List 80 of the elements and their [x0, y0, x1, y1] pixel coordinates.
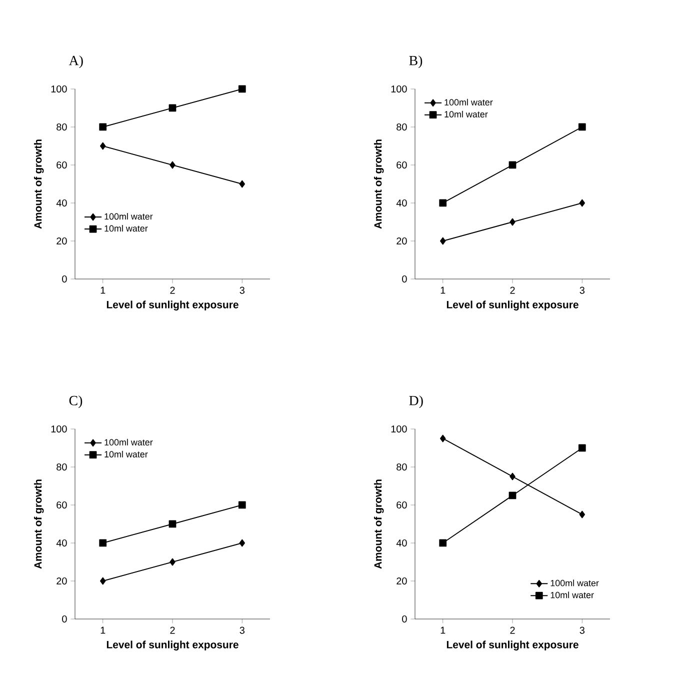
- x-tick-label: 1: [100, 626, 106, 634]
- point: [168, 104, 176, 112]
- point: [579, 510, 586, 518]
- x-tick-label: 1: [440, 286, 446, 294]
- y-tick-label: 80: [396, 123, 407, 131]
- point: [579, 199, 586, 207]
- point: [238, 501, 246, 509]
- point: [99, 123, 107, 131]
- y-tick-label: 100: [51, 85, 67, 93]
- legend-label: 100ml water: [104, 438, 153, 446]
- y-tick-label: 80: [396, 463, 407, 471]
- point: [100, 142, 106, 150]
- x-tick-label: 2: [510, 286, 515, 294]
- legend-label: 10ml water: [104, 225, 148, 232]
- y-tick-label: 80: [56, 123, 67, 131]
- point: [578, 123, 586, 131]
- point: [439, 199, 447, 207]
- chart-title: B): [409, 55, 422, 68]
- y-tick-label: 100: [391, 85, 407, 93]
- point: [439, 539, 447, 547]
- y-tick-label: 20: [396, 237, 407, 245]
- y-axis-title: Amount of growth: [34, 140, 44, 229]
- y-axis-title: Amount of growth: [374, 140, 384, 229]
- point: [440, 237, 446, 245]
- y-tick-label: 60: [56, 501, 67, 509]
- x-axis-title: Level of sunlight exposure: [106, 640, 238, 650]
- x-tick-label: 3: [240, 286, 244, 294]
- point: [170, 161, 176, 169]
- y-axis-title: Amount of growth: [34, 480, 44, 569]
- y-tick-label: 40: [396, 539, 407, 547]
- point: [239, 539, 246, 547]
- x-axis-title: Level of sunlight exposure: [106, 300, 238, 310]
- x-tick-label: 1: [440, 626, 446, 634]
- x-tick-label: 1: [100, 286, 106, 294]
- y-tick-label: 60: [396, 161, 407, 169]
- x-tick-label: 2: [170, 626, 175, 634]
- y-tick-label: 60: [396, 501, 407, 509]
- point: [510, 218, 516, 226]
- legend-label: 100ml water: [444, 98, 493, 106]
- x-axis-title: Level of sunlight exposure: [446, 640, 578, 650]
- y-axis-title: Amount of growth: [374, 480, 384, 569]
- chart-title: C): [69, 395, 82, 408]
- y-tick-label: 40: [396, 199, 407, 207]
- legend-label: 10ml water: [444, 110, 488, 118]
- x-tick-label: 3: [580, 626, 584, 634]
- x-tick-label: 2: [510, 626, 515, 634]
- y-tick-label: 80: [56, 463, 67, 471]
- y-tick-label: 20: [56, 577, 67, 585]
- y-tick-label: 0: [402, 275, 407, 283]
- y-tick-label: 100: [51, 425, 67, 433]
- y-tick-label: 0: [62, 275, 67, 283]
- point: [168, 520, 176, 528]
- y-tick-label: 0: [402, 615, 407, 623]
- point: [239, 180, 246, 188]
- y-tick-label: 20: [56, 237, 67, 245]
- point: [510, 472, 516, 480]
- legend-label: 10ml water: [104, 450, 148, 458]
- legend-label: 100ml water: [104, 213, 153, 220]
- x-tick-label: 3: [240, 626, 244, 634]
- point: [578, 444, 586, 452]
- legend-label: 10ml water: [550, 592, 594, 598]
- point: [440, 434, 446, 442]
- y-tick-label: 0: [62, 615, 67, 623]
- chart-title: A): [68, 55, 83, 68]
- point: [170, 558, 176, 566]
- point: [508, 161, 516, 169]
- x-axis-title: Level of sunlight exposure: [446, 300, 578, 310]
- y-tick-label: 20: [396, 577, 407, 585]
- x-tick-label: 2: [170, 286, 175, 294]
- y-tick-label: 40: [56, 199, 67, 207]
- x-tick-label: 3: [580, 286, 584, 294]
- y-tick-label: 100: [391, 425, 407, 433]
- y-tick-label: 60: [56, 161, 67, 169]
- point: [238, 85, 246, 93]
- y-tick-label: 40: [56, 539, 67, 547]
- legend-label: 100ml water: [550, 580, 599, 586]
- point: [100, 577, 106, 585]
- point: [508, 492, 516, 500]
- chart-title: D): [409, 395, 423, 408]
- point: [99, 539, 107, 547]
